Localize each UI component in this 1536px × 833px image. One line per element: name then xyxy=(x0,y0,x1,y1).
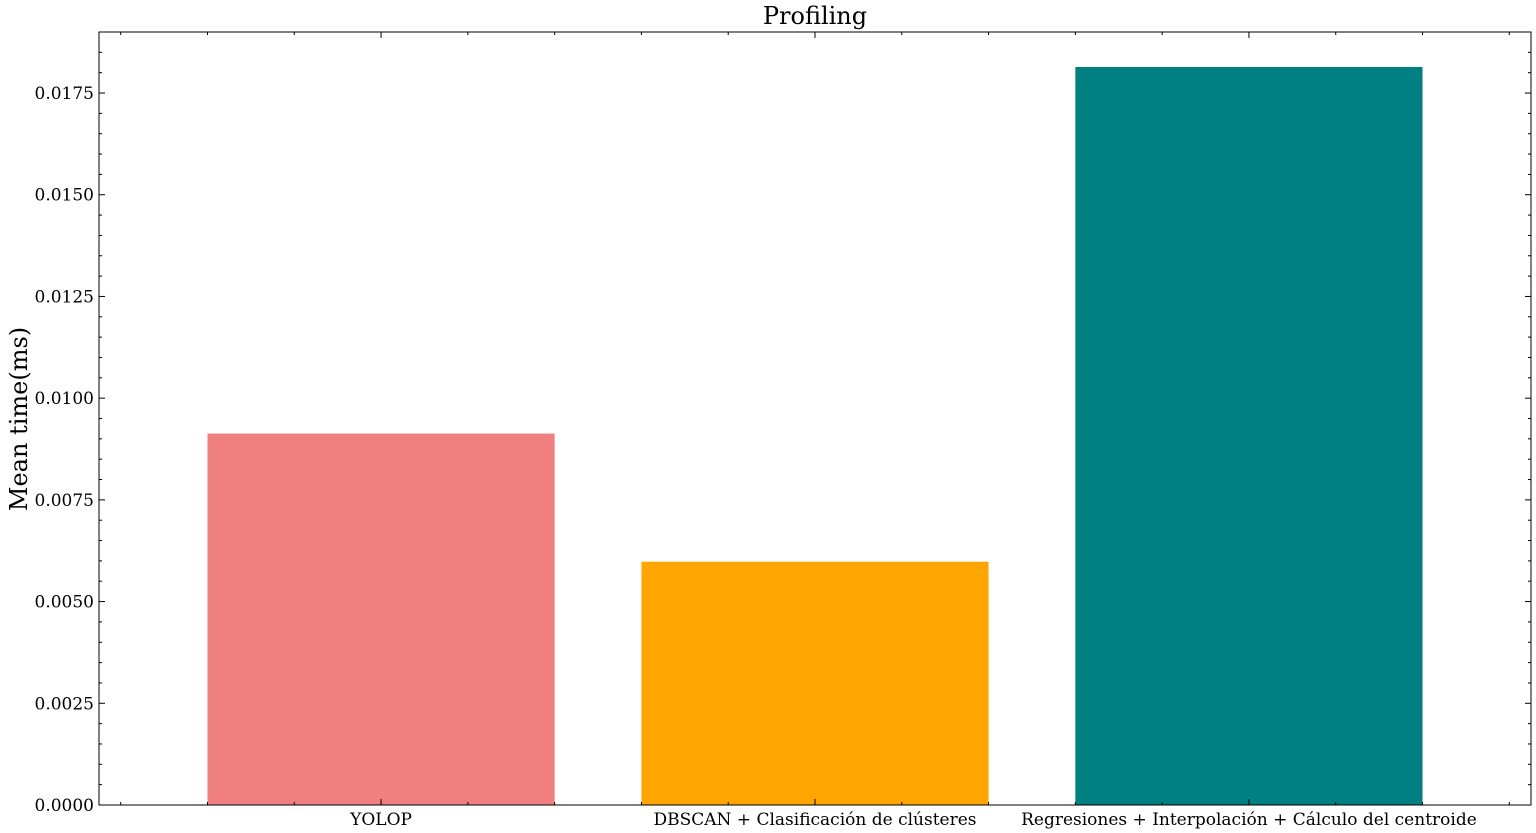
x-tick-label: DBSCAN + Clasificación de clústeres xyxy=(653,810,976,830)
y-tick-label: 0.0000 xyxy=(35,796,94,816)
bars-layer xyxy=(207,66,1423,806)
y-tick-label: 0.0175 xyxy=(35,84,94,104)
x-tick-label: Regresiones + Interpolación + Cálculo de… xyxy=(1021,810,1477,830)
x-tick-label: YOLOP xyxy=(349,810,412,830)
bar-2 xyxy=(1075,66,1423,806)
chart-title: Profiling xyxy=(763,2,867,30)
y-axis-label: Mean time(ms) xyxy=(5,327,33,511)
y-tick-label: 0.0100 xyxy=(35,389,94,409)
bar-1 xyxy=(641,561,989,805)
plot-frame xyxy=(98,31,1532,806)
y-tick-label: 0.0075 xyxy=(35,491,94,511)
y-tick-label: 0.0025 xyxy=(35,694,94,714)
bar-0 xyxy=(207,433,555,805)
y-tick-label: 0.0050 xyxy=(35,593,94,613)
y-tick-label: 0.0125 xyxy=(35,287,94,307)
y-tick-label: 0.0150 xyxy=(35,186,94,206)
ticks-layer: YOLOP DBSCAN + Clasificación de clústeres… xyxy=(35,31,1531,830)
